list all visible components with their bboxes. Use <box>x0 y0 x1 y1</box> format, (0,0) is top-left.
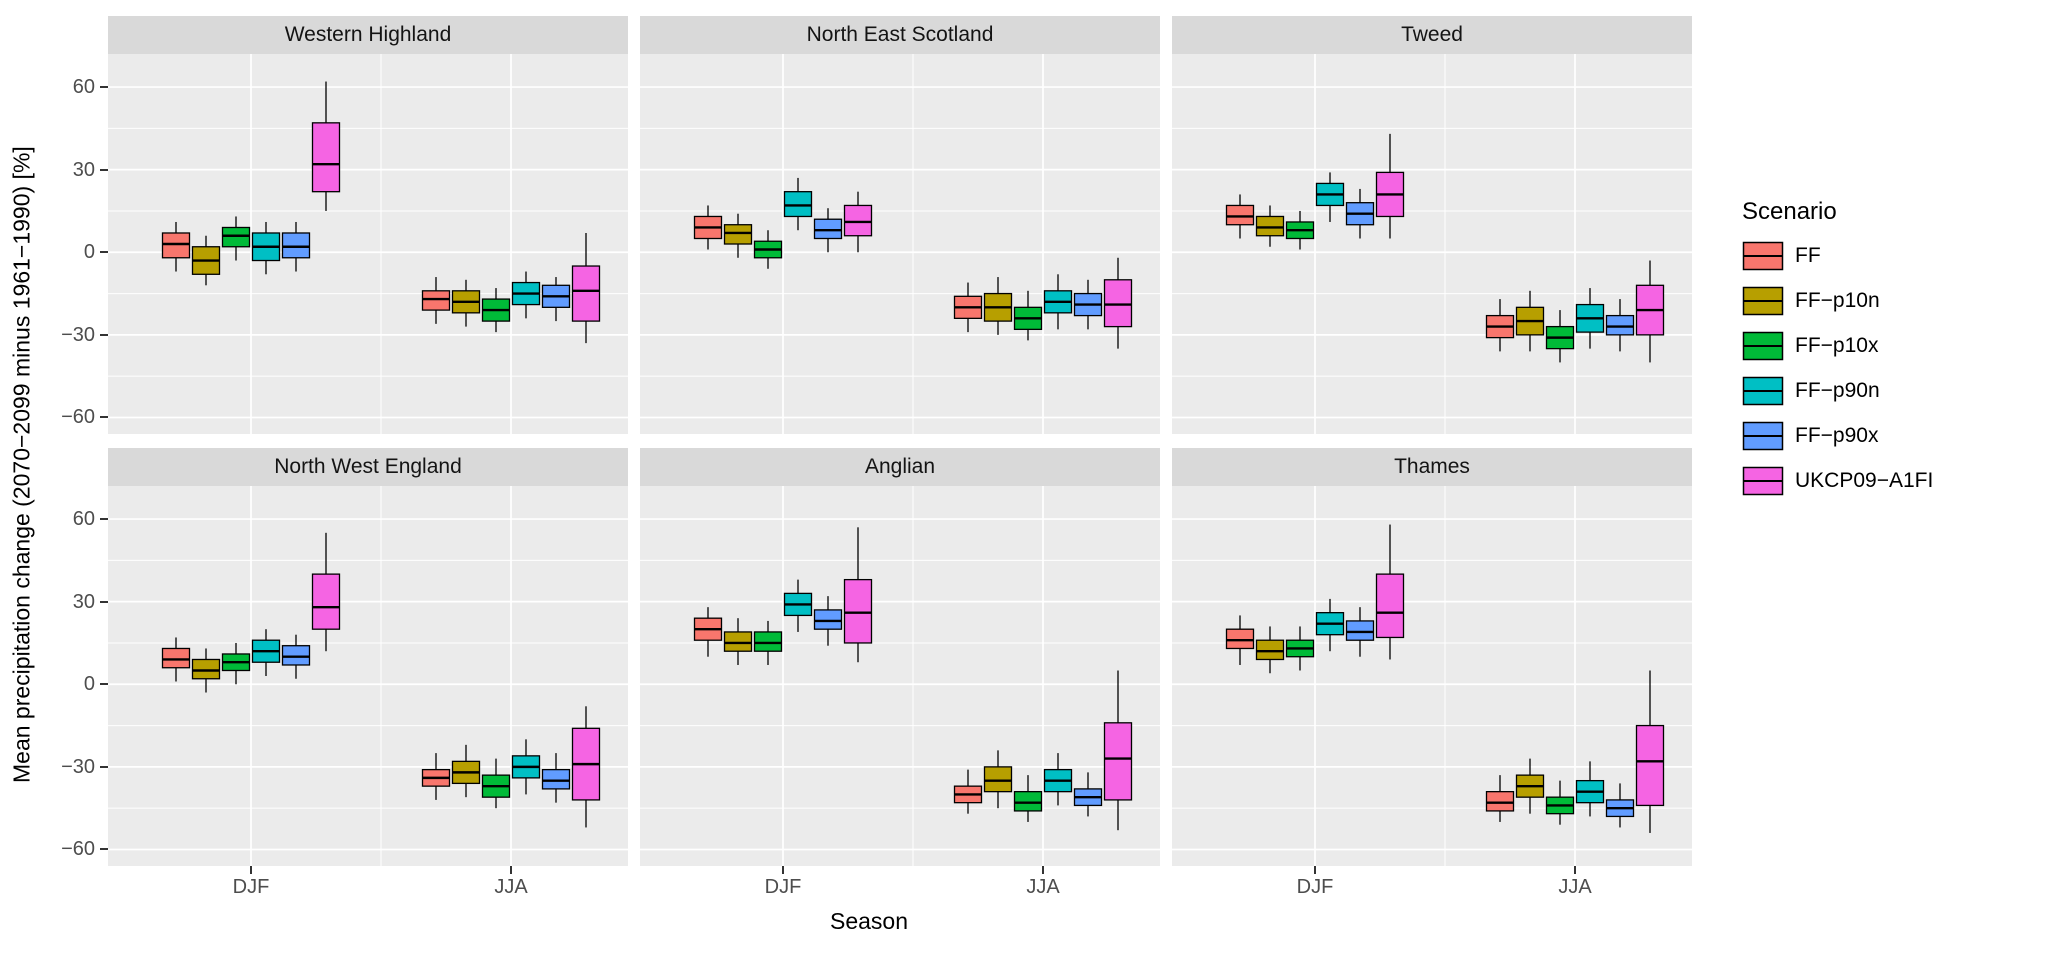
facet-panel-north-west-england: North West England <box>108 448 628 866</box>
legend-label: FF−p10x <box>1795 334 1879 357</box>
y-tick-mark <box>100 333 108 336</box>
x-tick-mark <box>782 866 784 874</box>
x-tick-label: DJF <box>1296 876 1334 898</box>
facet-strip: Western Highland <box>108 16 628 54</box>
x-axis-title: Season <box>829 908 908 934</box>
boxplot-key-icon <box>1742 421 1784 451</box>
facet-row-1: −60 −30 0 30 60 Western Highland North East … <box>46 16 1692 434</box>
x-tick-mark <box>510 866 512 874</box>
y-tick-mark <box>100 600 108 603</box>
panel-plot-north-east-scotland <box>640 54 1160 434</box>
facet-panel-tweed: Tweed <box>1172 16 1692 434</box>
legend-item-ff: FF <box>1742 241 1933 271</box>
boxplot-key-icon <box>1742 466 1784 496</box>
legend-label: FF−p90x <box>1795 424 1879 447</box>
panel-plot-western-highland <box>108 54 628 434</box>
panel-plot-thames <box>1172 486 1692 866</box>
legend-title: Scenario <box>1742 198 1837 225</box>
x-tick-mark <box>1314 866 1316 874</box>
panel-plot-tweed <box>1172 54 1692 434</box>
y-tick-mark <box>100 518 108 521</box>
x-tick-mark <box>1042 866 1044 874</box>
y-tick-label: 30 <box>72 590 95 613</box>
y-tick-mark <box>100 848 108 851</box>
x-axis-labels-col3: DJF JJA <box>1172 866 1692 904</box>
legend-label: UKCP09−A1FI <box>1795 469 1934 492</box>
boxplot-key-icon <box>1742 331 1784 361</box>
x-tick-label: JJA <box>494 876 528 898</box>
facet-strip: North West England <box>108 448 628 486</box>
facet-strip: Tweed <box>1172 16 1692 54</box>
y-axis-title: Mean precipitation change (2070−2099 min… <box>8 146 35 784</box>
y-tick-mark <box>100 251 108 254</box>
x-tick-label: JJA <box>1026 876 1060 898</box>
facet-strip: North East Scotland <box>640 16 1160 54</box>
facet-strip: Anglian <box>640 448 1160 486</box>
boxplot-key-icon <box>1742 376 1784 406</box>
y-tick-label: 0 <box>83 241 95 264</box>
y-tick-label: 0 <box>83 673 95 696</box>
legend-item-ff-p90n: FF−p90n <box>1742 376 1933 406</box>
facet-row-2: −60 −30 0 30 60 North West England Anglian T… <box>46 448 1692 866</box>
x-tick-label: JJA <box>1558 876 1592 898</box>
y-tick-label: −30 <box>61 755 95 778</box>
y-tick-label: −60 <box>61 838 95 861</box>
y-tick-label: 60 <box>72 508 95 531</box>
x-axis-ticks-row: DJF JJA DJF JJA DJF JJA <box>46 866 1692 904</box>
facet-panel-western-highland: Western Highland <box>108 16 628 434</box>
legend-label: FF−p10n <box>1795 289 1880 312</box>
panel-plot-north-west-england <box>108 486 628 866</box>
x-tick-mark <box>250 866 252 874</box>
y-tick-label: 60 <box>72 76 95 99</box>
facet-panel-north-east-scotland: North East Scotland <box>640 16 1160 434</box>
legend-item-ukcp09-a1fi: UKCP09−A1FI <box>1742 466 1933 496</box>
facet-grid: −60 −30 0 30 60 Western Highland North East … <box>46 16 1692 935</box>
legend-item-ff-p10x: FF−p10x <box>1742 331 1933 361</box>
facet-panel-thames: Thames <box>1172 448 1692 866</box>
panel-plot-anglian <box>640 486 1160 866</box>
legend-item-ff-p10n: FF−p10n <box>1742 286 1933 316</box>
legend-label: FF−p90n <box>1795 379 1880 402</box>
y-tick-label: 30 <box>72 158 95 181</box>
x-axis-labels-col1: DJF JJA <box>108 866 628 904</box>
y-axis-ticks-row1: −60 −30 0 30 60 <box>46 16 108 434</box>
x-tick-mark <box>1574 866 1576 874</box>
x-axis-labels-col2: DJF JJA <box>640 866 1160 904</box>
legend-item-ff-p90x: FF−p90x <box>1742 421 1933 451</box>
x-tick-label: DJF <box>764 876 802 898</box>
y-tick-mark <box>100 683 108 686</box>
y-tick-mark <box>100 765 108 768</box>
y-tick-mark <box>100 86 108 89</box>
boxplot-key-icon <box>1742 241 1784 271</box>
y-tick-mark <box>100 416 108 419</box>
boxplot-key-icon <box>1742 286 1784 316</box>
facet-panel-anglian: Anglian <box>640 448 1160 866</box>
y-tick-mark <box>100 168 108 171</box>
y-tick-label: −60 <box>61 406 95 429</box>
x-tick-label: DJF <box>232 876 270 898</box>
legend: Scenario FF FF−p10n FF−p10x FF−p90n FF−p… <box>1742 198 1933 496</box>
y-axis-ticks-row2: −60 −30 0 30 60 <box>46 448 108 866</box>
legend-label: FF <box>1795 244 1821 267</box>
facet-strip: Thames <box>1172 448 1692 486</box>
y-tick-label: −30 <box>61 323 95 346</box>
